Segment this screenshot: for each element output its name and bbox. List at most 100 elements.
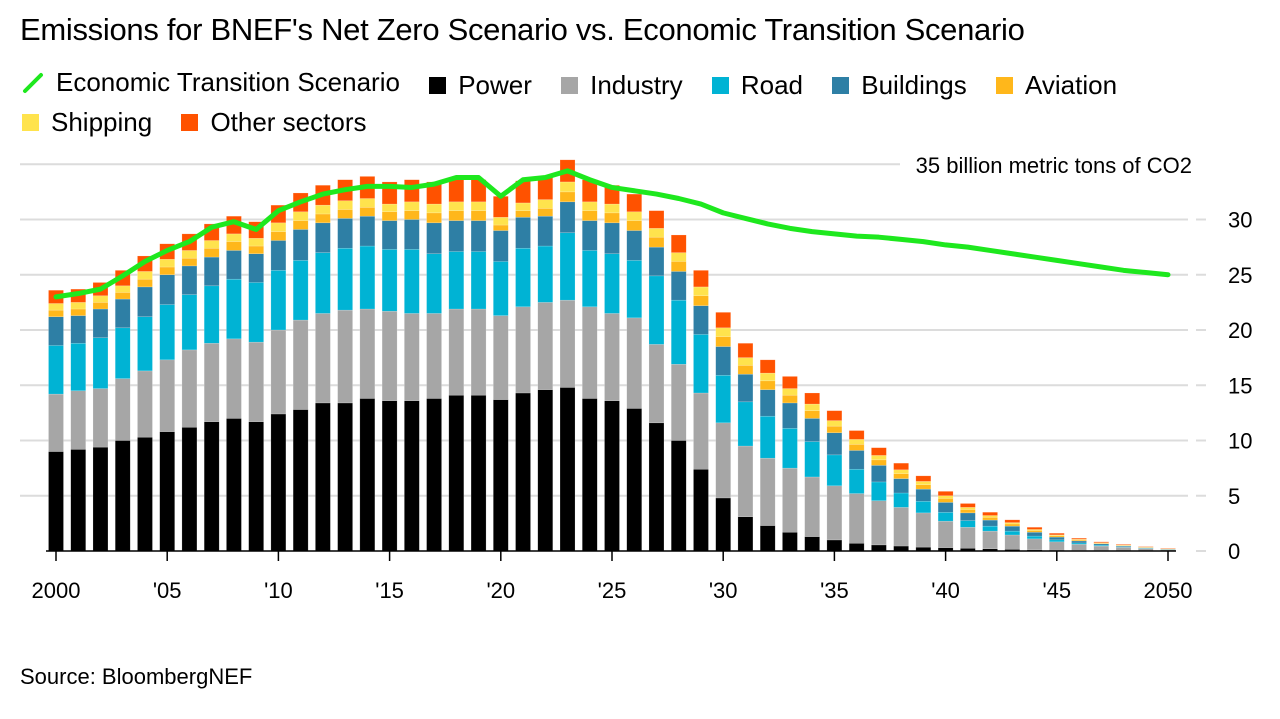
legend: Economic Transition Scenario Power Indus…	[22, 64, 1262, 141]
bar-segment-aviation	[137, 278, 153, 288]
bar-segment-road	[648, 275, 665, 345]
bar-segment-buildings	[48, 316, 64, 346]
bar-segment-road	[203, 285, 220, 344]
bar-segment-road	[559, 232, 576, 301]
bar-segment-aviation	[337, 209, 353, 219]
bar-segment-aviation	[92, 302, 109, 310]
bar-segment-other-sectors	[759, 359, 776, 374]
road-swatch-icon	[711, 76, 729, 94]
bar-segment-aviation	[737, 365, 754, 375]
y-tick-label: 25	[1228, 263, 1252, 288]
bar-segment-buildings	[670, 271, 687, 301]
bar-segment-industry	[715, 422, 731, 499]
bar-segment-industry	[270, 329, 287, 415]
bar-segment-power	[804, 536, 820, 552]
bar-segment-industry	[537, 302, 554, 390]
bar-segment-industry	[871, 500, 887, 546]
bar-segment-industry	[670, 364, 687, 441]
bar-segment-buildings	[359, 215, 376, 247]
bar-segment-industry	[1049, 541, 1065, 551]
bar-segment-buildings	[159, 274, 175, 305]
bar-segment-aviation	[470, 210, 487, 221]
bar-segment-buildings	[248, 253, 264, 283]
bar-segment-power	[181, 426, 198, 552]
bar-segment-buildings	[426, 222, 442, 255]
bar-segment-aviation	[359, 207, 376, 217]
bar-segment-buildings	[70, 315, 86, 344]
x-tick-label: '15	[375, 578, 404, 603]
x-tick-label: '30	[709, 578, 738, 603]
bar-segment-shipping	[470, 201, 487, 211]
bar-segment-shipping	[626, 211, 642, 221]
bar-segment-power	[604, 400, 620, 552]
bar-segment-industry	[203, 343, 220, 422]
bar-segment-road	[937, 512, 954, 522]
bar-segment-other-sectors	[448, 178, 465, 203]
bar-segment-industry	[937, 520, 954, 548]
bar-segment-other-sectors	[404, 179, 420, 203]
bar-segment-power	[759, 525, 776, 552]
bar-segment-power	[248, 421, 264, 552]
bar-segment-other-sectors	[626, 193, 642, 213]
bar-segment-aviation	[604, 212, 620, 224]
bar-segment-industry	[893, 507, 909, 547]
bar-segment-power	[493, 399, 509, 552]
legend-item-economic-transition: Economic Transition Scenario	[22, 64, 400, 101]
bar-segment-road	[381, 249, 398, 312]
bar-segment-shipping	[582, 201, 598, 211]
bar-segment-other-sectors	[782, 376, 798, 389]
bar-segment-road	[537, 245, 554, 303]
source-note: Source: BloombergNEF	[20, 664, 253, 689]
bar-segment-buildings	[604, 222, 620, 255]
bar-segment-industry	[70, 390, 86, 450]
bar-segment-industry	[114, 378, 131, 441]
bar-segment-industry	[448, 308, 465, 396]
bar-segment-industry	[248, 341, 264, 422]
x-tick-label: '25	[598, 578, 627, 603]
bar-segment-road	[92, 337, 109, 389]
bar-segment-shipping	[604, 203, 620, 214]
x-tick-label: '10	[264, 578, 293, 603]
bar-segment-road	[159, 304, 175, 361]
bar-segment-other-sectors	[737, 343, 754, 358]
bar-segment-buildings	[626, 230, 642, 261]
bar-segment-aviation	[70, 308, 86, 316]
bar-segment-road	[359, 245, 376, 310]
bar-segment-buildings	[114, 298, 131, 329]
bar-segment-aviation	[381, 211, 398, 221]
bar-segment-shipping	[203, 240, 220, 249]
aviation-swatch-icon	[996, 76, 1013, 94]
bar-segment-power	[426, 398, 442, 552]
bar-segment-aviation	[782, 394, 798, 404]
bar-segment-shipping	[226, 233, 242, 242]
bar-segment-power	[226, 418, 242, 552]
bar-segment-industry	[137, 370, 153, 438]
bar-segment-buildings	[381, 220, 398, 250]
x-tick-label: '05	[153, 578, 182, 603]
bar-segment-power	[159, 431, 175, 552]
bar-segment-buildings	[1004, 525, 1021, 532]
bar-segment-industry	[226, 338, 242, 419]
legend-label: Power	[458, 69, 532, 100]
legend-label: Road	[740, 69, 804, 100]
bar-segment-shipping	[1093, 542, 1110, 544]
bar-segment-road	[270, 270, 287, 331]
bar-segment-industry	[759, 457, 776, 526]
bar-segment-shipping	[137, 271, 153, 280]
bar-segment-shipping	[114, 285, 131, 293]
bar-segment-road	[782, 428, 798, 469]
bar-segment-industry	[159, 359, 175, 432]
legend-label: Economic Transition Scenario	[56, 67, 400, 97]
legend-item-aviation: Aviation	[996, 67, 1117, 104]
bar-segment-industry	[693, 392, 709, 470]
bar-segment-buildings	[982, 519, 998, 527]
bar-segment-shipping	[381, 203, 398, 213]
bar-segment-shipping	[270, 222, 287, 232]
bar-segment-shipping	[48, 303, 64, 311]
bar-segment-shipping	[937, 495, 954, 499]
bar-segment-industry	[1115, 546, 1132, 551]
bar-segment-power	[292, 409, 309, 552]
bar-segment-aviation	[915, 484, 932, 490]
bar-segment-shipping	[181, 250, 198, 259]
bar-segment-power	[537, 389, 554, 552]
